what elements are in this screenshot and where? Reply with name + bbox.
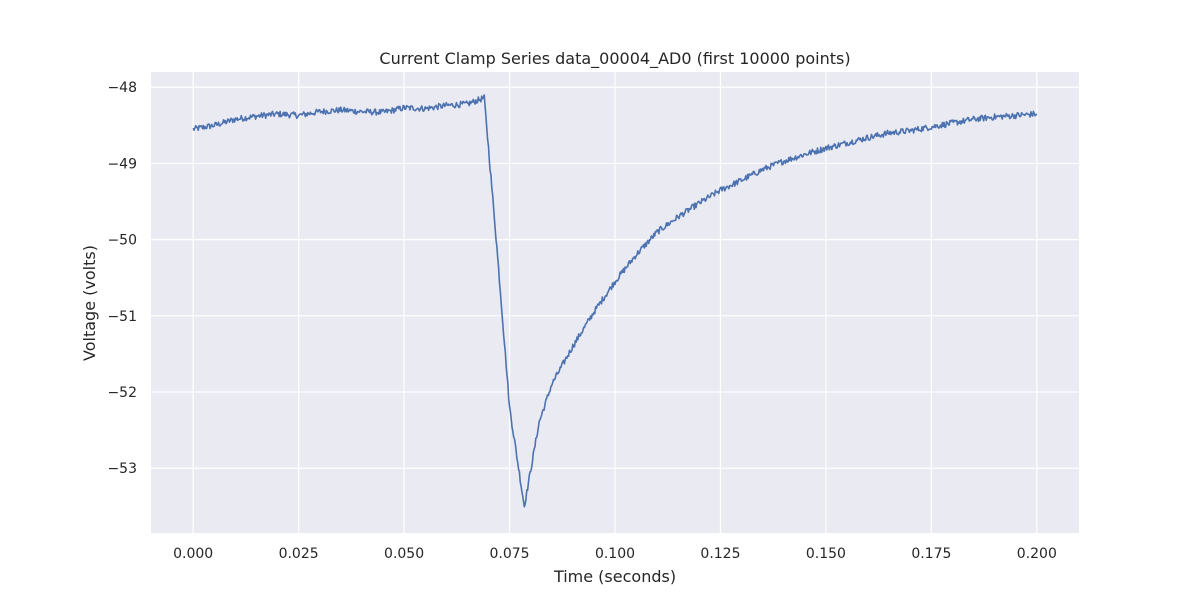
- y-axis-label: Voltage (volts): [80, 245, 99, 361]
- chart-title: Current Clamp Series data_00004_AD0 (fir…: [379, 49, 850, 69]
- voltage-series-line: [192, 94, 1038, 508]
- y-tick-label: −49: [107, 156, 137, 172]
- x-tick-labels: 0.000 0.025 0.050 0.075 0.100 0.125 0.150 0.175…: [173, 546, 1057, 562]
- x-tick-label: 0.200: [1017, 546, 1057, 562]
- y-tick-label: −53: [107, 461, 137, 477]
- x-tick-label: 0.125: [700, 546, 740, 562]
- x-tick-label: 0.100: [595, 546, 635, 562]
- x-tick-label: 0.075: [489, 546, 529, 562]
- x-tick-label: 0.000: [173, 546, 213, 562]
- x-tick-label: 0.050: [384, 546, 424, 562]
- y-tick-label: −48: [107, 80, 137, 96]
- y-tick-label: −50: [107, 233, 137, 249]
- x-grid: [192, 72, 1038, 533]
- y-grid: [151, 86, 1079, 469]
- x-axis-label: Time (seconds): [553, 567, 676, 586]
- y-tick-labels: −48 −49 −50 −51 −52 −53: [107, 80, 137, 477]
- x-tick-label: 0.150: [806, 546, 846, 562]
- x-tick-label: 0.175: [911, 546, 951, 562]
- y-tick-label: −52: [107, 385, 137, 401]
- x-tick-label: 0.025: [279, 546, 319, 562]
- y-tick-label: −51: [107, 309, 137, 325]
